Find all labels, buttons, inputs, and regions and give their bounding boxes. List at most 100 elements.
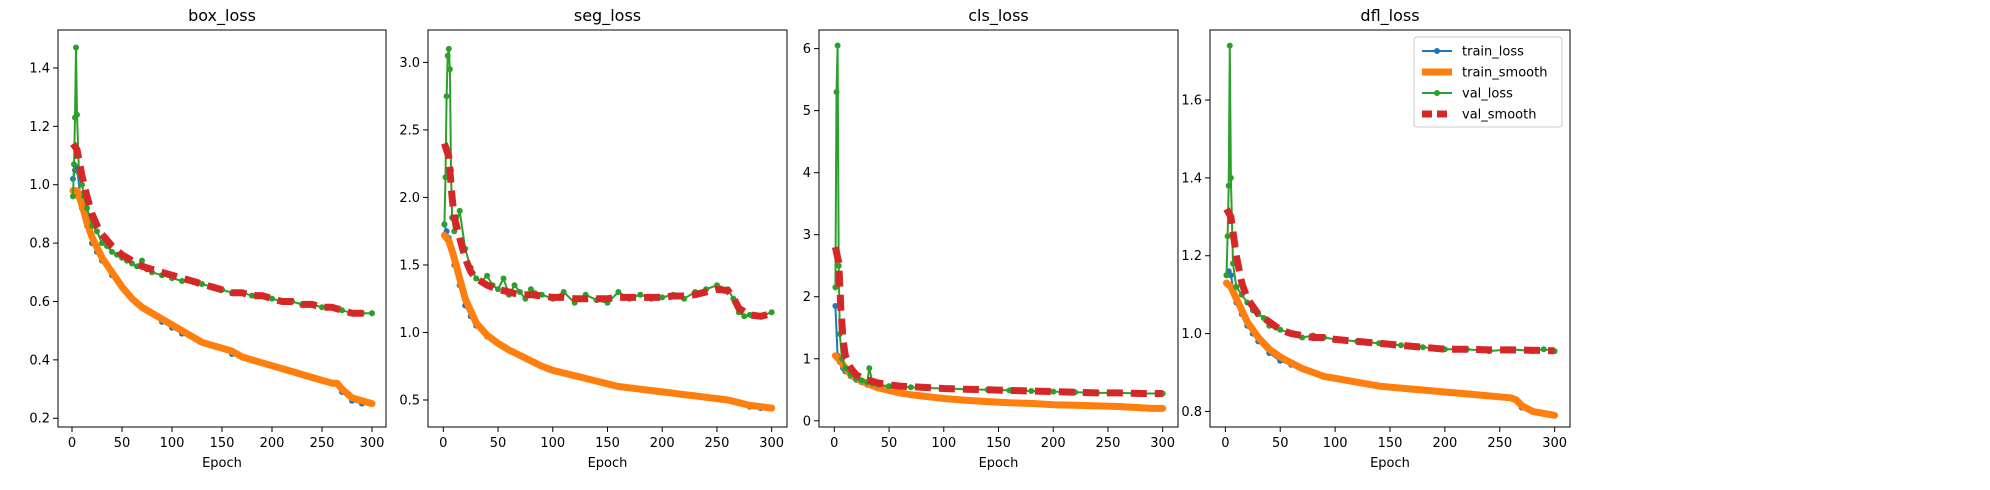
data-point [446,66,453,73]
series-val_loss [834,44,1164,395]
legend-label: val_loss [1462,87,1513,102]
y-tick-label: 1.0 [399,326,420,341]
legend-label: train_smooth [1462,66,1547,81]
data-point [199,281,205,287]
y-tick-label: 1.0 [29,178,50,193]
plot-frame [57,29,387,428]
data-point [907,384,914,391]
plot-frame [818,29,1179,428]
series-train_smooth [440,231,776,412]
series-train_smooth [831,352,1167,412]
data-point [495,286,501,293]
legend-label: val_smooth [1462,108,1536,123]
x-tick-label: 250 [1487,436,1512,451]
data-point [835,262,842,269]
data-point [1540,346,1547,353]
data-point [249,292,255,299]
data-point [79,181,85,188]
data-point [1050,388,1057,395]
series-val_loss [443,47,773,318]
x-axis-label: Epoch [588,456,628,471]
x-tick-label: 100 [1323,436,1348,451]
y-tick-label: 1.5 [399,258,420,273]
y-tick-label: 6 [803,42,811,57]
data-point [1226,42,1233,49]
data-point [473,275,480,282]
legend-marker [1434,90,1440,96]
data-point [858,377,865,384]
x-tick-label: 200 [650,436,675,451]
data-point [444,52,451,59]
data-point [1419,344,1426,351]
data-point [1233,283,1240,290]
data-point [94,228,100,235]
series-val_smooth [441,142,773,320]
y-tick-label: 0.8 [1181,405,1202,420]
x-tick-label: 300 [1150,436,1175,451]
y-tick-label: 1.4 [1181,171,1202,186]
data-point [99,240,105,247]
data-point [741,313,748,320]
chart-title: box_loss [188,6,256,26]
data-point [441,221,448,228]
x-axis-label: Epoch [202,456,242,471]
data-point [659,294,666,301]
data-point [456,207,463,214]
y-tick-label: 0.6 [29,295,50,310]
x-tick-label: 300 [759,436,784,451]
data-point [109,248,115,255]
y-tick-label: 1.2 [29,120,50,135]
data-point [834,42,841,49]
data-point [768,309,775,316]
y-tick-label: 0.4 [29,353,50,368]
x-axis-label: Epoch [979,456,1019,471]
x-tick-label: 250 [310,436,335,451]
markers-val_loss [832,42,1166,397]
y-tick-label: 1.6 [1181,94,1202,109]
data-point [637,291,644,298]
chart-title: cls_loss [968,6,1028,26]
data-point [319,304,325,311]
x-tick-label: 50 [1272,436,1289,451]
data-point [70,193,76,200]
y-tick-label: 2.5 [399,123,420,138]
legend-marker [1434,48,1440,54]
markers-train_loss [70,164,375,407]
data-point [84,205,90,212]
y-tick-label: 0.5 [399,393,420,408]
data-point [71,161,77,168]
x-axis-label: Epoch [1370,456,1410,471]
data-point [179,278,185,284]
data-point [484,272,491,279]
y-tick-label: 1.4 [29,61,50,76]
x-tick-label: 200 [1041,436,1066,451]
data-point [500,275,507,282]
y-tick-label: 2.0 [399,191,420,206]
y-tick-label: 4 [803,166,811,181]
x-tick-label: 200 [260,436,285,451]
legend-label: train_loss [1462,45,1524,60]
data-point [1028,388,1035,394]
y-tick-label: 5 [803,104,811,119]
chart-panel-box_loss: 0 50 100 150 200 250 300 0.2 0.4 0.6 0.8 1.0 1.2 1.4 b… [29,6,387,471]
y-tick-label: 1 [803,352,811,367]
data-point [1398,342,1404,349]
data-point [1227,174,1234,181]
data-point [833,89,840,95]
y-tick-label: 1.2 [1181,249,1202,264]
x-tick-label: 0 [439,436,447,451]
data-point [445,45,452,52]
chart-title: seg_loss [574,6,641,26]
x-tick-label: 300 [1542,436,1567,451]
y-tick-label: 3.0 [399,56,420,71]
x-tick-label: 300 [360,436,385,451]
chart-panel-dfl_loss: 0 50 100 150 200 250 300 0.8 1.0 1.2 1.4 1.6 dfl_los… [1181,6,1571,471]
x-tick-label: 50 [490,436,507,451]
series-val_smooth [1223,207,1555,355]
chart-panel-cls_loss: 0 50 100 150 200 250 300 0 1 2 3 4 5 6 cls_loss Epoch [803,6,1179,471]
x-tick-label: 50 [114,436,131,451]
series-train_smooth [69,187,376,408]
legend-box [1413,36,1563,128]
chart-title: dfl_loss [1360,6,1419,26]
y-tick-label: 1.0 [1181,327,1202,342]
